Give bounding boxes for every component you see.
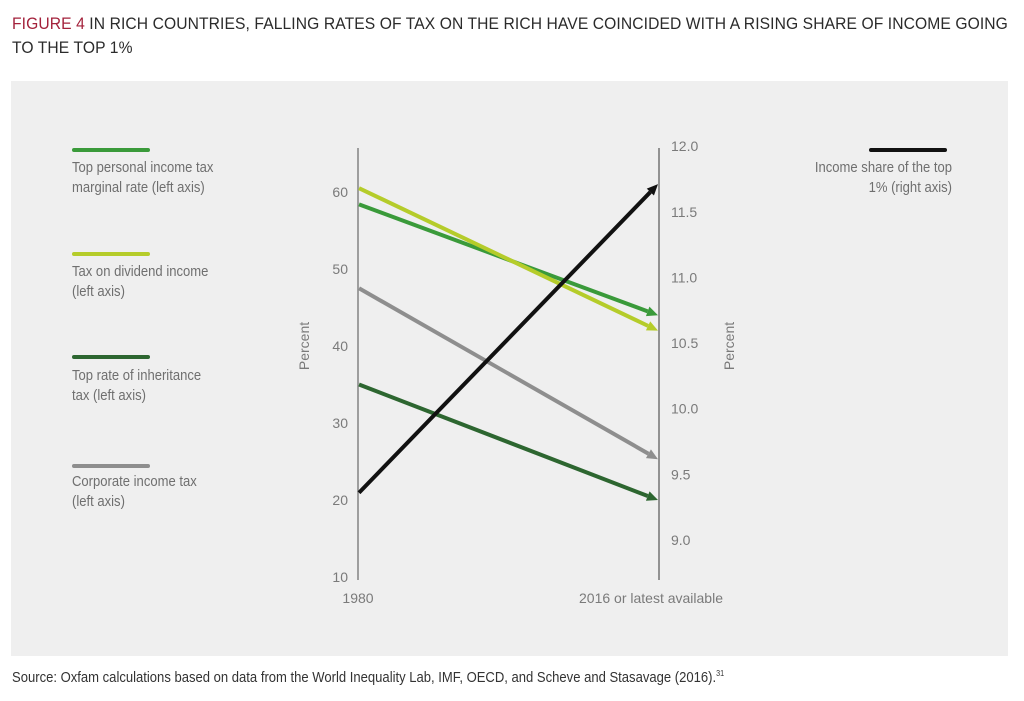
- legend-label: Tax on dividend income (left axis): [72, 264, 209, 300]
- figure-title-text: IN RICH COUNTRIES, FALLING RATES OF TAX …: [12, 14, 1008, 57]
- series-income-share-of-the-top-1-: [357, 184, 658, 495]
- series-line: [357, 190, 652, 495]
- left-tick-label: 60: [332, 184, 348, 200]
- right-tick-label: 9.0: [671, 532, 691, 548]
- x-label-start: 1980: [342, 590, 373, 606]
- series-top-rate-of-inheritance-tax: [358, 382, 658, 501]
- arrowhead-icon: [645, 449, 658, 460]
- legend-label: Top rate of inheritance tax (left axis): [72, 368, 202, 404]
- legend-label: Top personal income tax marginal rate (l…: [72, 160, 214, 196]
- legend-label: Corporate income tax (left axis): [72, 474, 197, 510]
- series-corporate-income-tax: [358, 286, 658, 460]
- chart-panel: [11, 81, 1008, 656]
- arrowhead-icon: [646, 184, 658, 196]
- legend-swatch: [72, 148, 150, 152]
- source-text: Source: Oxfam calculations based on data…: [12, 670, 717, 686]
- left-tick-label: 10: [332, 569, 348, 585]
- left-tick-label: 20: [332, 492, 348, 508]
- right-tick-label: 9.5: [671, 466, 691, 482]
- right-tick-label: 10.0: [671, 401, 698, 417]
- right-tick-label: 11.0: [671, 269, 697, 285]
- arrowhead-icon: [645, 321, 658, 331]
- series-line: [358, 186, 649, 328]
- x-label-end: 2016 or latest available: [579, 590, 723, 606]
- right-tick-label: 12.0: [671, 138, 698, 154]
- right-tick-label: 11.5: [671, 204, 697, 220]
- left-axis-ticks: 10 20 30 40 50 60: [332, 184, 348, 585]
- left-tick-label: 40: [332, 338, 348, 354]
- arrowhead-icon: [645, 491, 658, 501]
- legend-swatch: [72, 252, 150, 256]
- right-axis-title: Percent: [721, 322, 737, 370]
- source-footnote: 31: [716, 669, 725, 678]
- figure-label: FIGURE 4: [12, 14, 85, 33]
- series-tax-on-dividend-income: [358, 186, 658, 331]
- arrowhead-icon: [645, 306, 658, 317]
- left-axis-title: Percent: [296, 322, 312, 370]
- left-tick-label: 30: [332, 415, 348, 431]
- series-line: [358, 286, 650, 456]
- legend-swatch: [72, 464, 150, 468]
- series-lines: [357, 184, 658, 501]
- series-line: [358, 382, 649, 498]
- source-note: Source: Oxfam calculations based on data…: [12, 669, 724, 686]
- figure-title: FIGURE 4 IN RICH COUNTRIES, FALLING RATE…: [12, 12, 1015, 60]
- right-tick-label: 10.5: [671, 335, 698, 351]
- left-tick-label: 50: [332, 261, 348, 277]
- axes: [357, 148, 660, 580]
- legend-swatch: [869, 148, 947, 152]
- legend-swatch: [72, 355, 150, 359]
- legend-label: Income share of the top 1% (right axis): [814, 160, 952, 196]
- right-axis-ticks: 9.0 9.5 10.0 10.5 11.0 11.5 12.0: [671, 138, 698, 548]
